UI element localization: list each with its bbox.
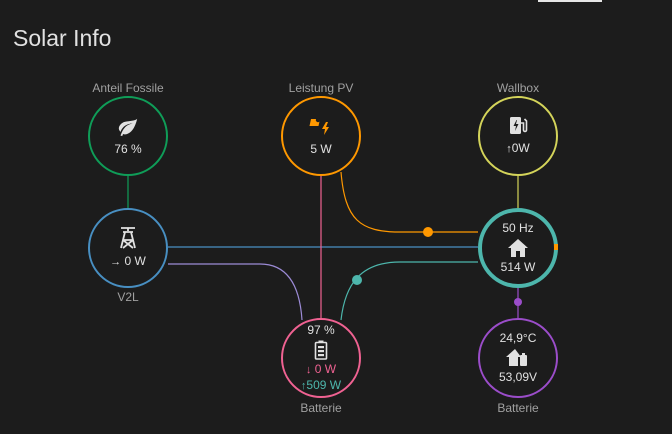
battery-label: Batterie [300,401,342,415]
flow-dot-solar [423,227,433,237]
home-value: 514 W [500,260,536,274]
leaf-icon [117,116,139,138]
tab-indicator [538,0,602,2]
flow-dot-battery2 [514,298,522,306]
battery-in-value: 0 W [314,361,337,376]
card-title: Solar Info [13,25,112,51]
flow-grid-battery [168,263,303,321]
wallbox-value: 0W [511,141,530,155]
wallbox-node[interactable]: ↑0W [478,96,558,176]
home-solar-segment [554,244,558,250]
home-frequency: 50 Hz [502,221,534,235]
transmission-tower-icon [117,226,139,250]
battery2-voltage: 53,09V [498,370,538,384]
solar-value: 5 W [310,141,332,156]
grid-label: V2L [117,290,139,304]
battery-node[interactable]: 97 % ↓ 0 W ↑509 W [281,318,361,398]
battery-out-value: 509 W [306,377,342,392]
flow-battery-home [340,261,478,321]
grid-value-row: → 0 W [110,254,146,270]
battery-out-row: ↑509 W [301,378,341,394]
grid-arrow: → [110,256,122,268]
fossil-label: Anteil Fossile [92,81,164,95]
wallbox-arrow: ↑ [506,143,512,155]
battery-percent: 97 % [307,322,335,337]
flow-solar-home [340,171,478,233]
wallbox-label: Wallbox [496,81,540,95]
fossil-node[interactable]: 76 % [88,96,168,176]
solar-power-icon [309,116,333,138]
grid-value: 0 W [124,254,146,268]
ev-station-icon [508,115,528,137]
home-icon [507,238,529,258]
grid-node[interactable]: → 0 W [88,208,168,288]
solar-node[interactable]: 5 W [281,96,361,176]
battery-in-row: ↓ 0 W [306,362,336,378]
solar-label: Leistung PV [288,81,354,95]
fossil-value: 76 % [114,141,142,156]
flow-dot-battery [352,275,362,285]
battery2-label: Batterie [497,401,539,415]
battery2-node[interactable]: 24,9°C 53,09V [478,318,558,398]
home-battery-icon [506,348,530,368]
home-node[interactable]: 50 Hz 514 W [478,208,558,288]
battery2-temperature: 24,9°C [499,331,537,345]
battery-in-arrow: ↓ [305,363,312,376]
wallbox-value-row: ↑0W [506,141,530,157]
battery-icon [314,340,328,360]
battery-out-arrow: ↑ [300,379,307,392]
